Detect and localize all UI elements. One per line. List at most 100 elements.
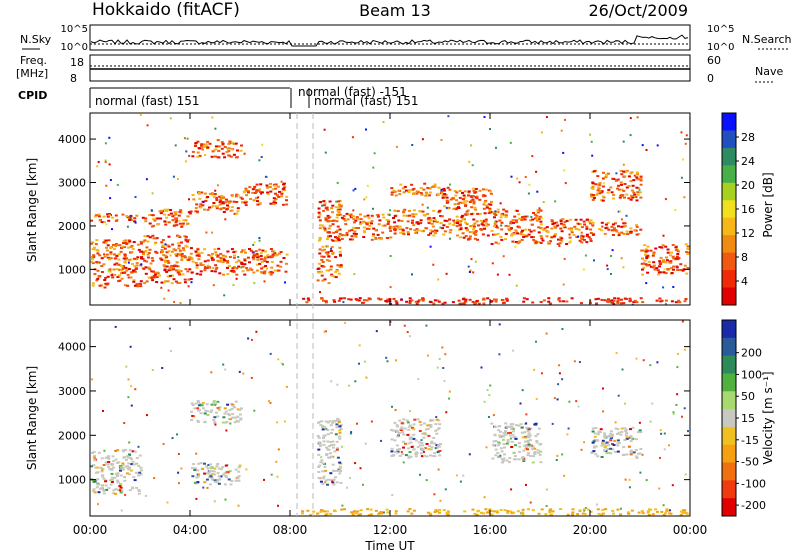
data-cell	[661, 244, 665, 247]
data-cell	[233, 212, 237, 215]
data-cell	[586, 508, 590, 511]
data-cell	[332, 446, 335, 449]
data-cell	[90, 219, 94, 222]
data-cell	[237, 479, 241, 482]
data-cell	[563, 258, 566, 260]
data-cell	[616, 187, 620, 190]
data-cell	[471, 300, 475, 303]
data-cell	[445, 511, 449, 514]
data-cell	[495, 211, 499, 214]
data-cell	[437, 186, 441, 189]
data-cell	[126, 225, 129, 228]
data-cell	[358, 223, 362, 226]
data-cell	[395, 444, 399, 447]
data-cell	[91, 241, 95, 244]
data-cell	[414, 300, 418, 303]
data-cell	[495, 511, 499, 514]
data-cell	[135, 462, 139, 465]
data-cell	[505, 442, 509, 445]
data-cell	[629, 230, 633, 233]
data-cell	[309, 513, 313, 516]
data-cell	[664, 512, 668, 515]
data-cell	[397, 431, 401, 434]
data-cell	[639, 179, 643, 182]
data-cell	[489, 128, 491, 130]
data-cell	[128, 489, 132, 492]
data-cell	[102, 215, 106, 218]
data-cell	[324, 330, 327, 333]
data-cell	[198, 197, 202, 200]
data-cell	[203, 248, 207, 251]
data-cell	[474, 260, 477, 263]
data-cell	[103, 449, 106, 452]
data-cell	[120, 277, 124, 280]
data-cell	[328, 445, 331, 448]
data-cell	[338, 429, 342, 432]
data-cell	[575, 400, 578, 403]
data-cell	[338, 250, 342, 253]
data-cell	[392, 454, 396, 456]
data-cell	[422, 450, 425, 453]
data-cell	[475, 513, 479, 516]
data-cell	[598, 228, 602, 231]
data-cell	[180, 241, 183, 244]
data-cell	[612, 229, 616, 232]
data-cell	[344, 321, 347, 324]
data-cell	[680, 131, 683, 134]
data-cell	[469, 225, 473, 228]
data-cell	[482, 302, 486, 305]
data-cell	[365, 128, 367, 131]
data-cell	[386, 360, 389, 363]
data-cell	[445, 226, 449, 228]
data-cell	[247, 337, 250, 340]
data-cell	[91, 255, 94, 258]
data-cell	[421, 297, 424, 300]
data-cell	[655, 299, 659, 302]
data-cell	[471, 195, 475, 197]
data-cell	[535, 440, 539, 442]
data-cell	[199, 263, 203, 266]
data-cell	[212, 419, 216, 421]
data-cell	[104, 159, 107, 162]
data-cell	[409, 441, 413, 444]
data-cell	[246, 269, 250, 271]
data-cell	[110, 472, 114, 475]
data-cell	[468, 453, 471, 456]
data-cell	[441, 302, 445, 305]
data-cell	[481, 298, 485, 301]
data-cell	[445, 196, 449, 199]
data-cell	[533, 423, 536, 426]
data-cell	[219, 468, 223, 471]
data-cell	[602, 171, 605, 174]
data-cell	[484, 199, 488, 202]
data-cell	[508, 273, 511, 276]
data-cell	[91, 262, 95, 265]
data-cell	[268, 400, 270, 403]
data-cell	[431, 225, 435, 228]
data-cell	[190, 281, 193, 284]
data-cell	[163, 281, 167, 284]
data-cell	[446, 513, 450, 516]
data-cell	[263, 478, 265, 481]
data-cell	[412, 191, 416, 194]
data-cell	[122, 265, 125, 268]
data-cell	[489, 203, 493, 206]
data-cell	[575, 236, 579, 238]
data-cell	[680, 176, 683, 179]
data-cell	[176, 178, 179, 180]
data-cell	[191, 466, 194, 469]
data-cell	[601, 199, 605, 202]
data-cell	[129, 214, 133, 217]
data-cell	[214, 423, 217, 426]
data-cell	[358, 344, 361, 347]
data-cell	[349, 477, 351, 479]
data-cell	[330, 247, 333, 250]
data-cell	[532, 236, 535, 239]
data-cell	[167, 289, 170, 292]
data-cell	[568, 400, 571, 403]
data-cell	[338, 228, 342, 231]
data-cell	[193, 481, 197, 484]
data-cell	[462, 474, 465, 477]
data-cell	[211, 478, 215, 481]
data-cell	[607, 188, 611, 191]
